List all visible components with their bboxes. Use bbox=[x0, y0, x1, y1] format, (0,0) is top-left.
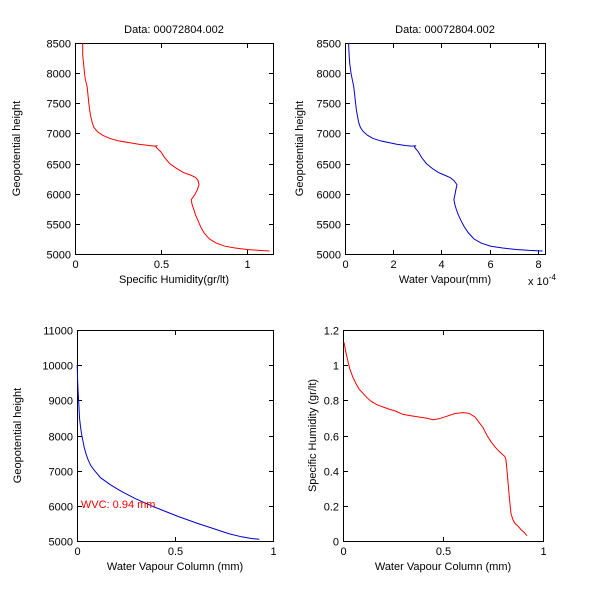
chart-title: Data: 00072804.002 bbox=[124, 24, 224, 36]
x-axis-label: Water Vapour(mm) bbox=[399, 274, 491, 286]
y-tick-label: 0.8 bbox=[324, 396, 339, 408]
subplot-specific-humidity-vs-height: 0 0.5 1 5000 5500 6000 6500 7000 7500 8000 8500 Dat… bbox=[11, 24, 274, 286]
y-tick-label: 5000 bbox=[317, 250, 341, 262]
y-tick-label: 7000 bbox=[317, 129, 341, 141]
y-tick-label: 8000 bbox=[49, 432, 73, 444]
x-tick-label: 0 bbox=[74, 546, 80, 558]
y-tick-label: 9000 bbox=[49, 396, 73, 408]
y-tick-label: 8000 bbox=[47, 69, 71, 81]
x-tick-label: 1 bbox=[244, 259, 250, 271]
subplot-water-vapour-vs-height: 0 2 4 6 8 5000 5500 6000 6500 7000 7500 8000 8500 Dat… bbox=[294, 24, 556, 288]
y-tick-label: 10000 bbox=[42, 361, 73, 373]
x-tick-label: 0 bbox=[340, 546, 346, 558]
y-tick-label: 7500 bbox=[317, 99, 341, 111]
x-tick-label: 1 bbox=[270, 546, 276, 558]
y-tick-label: 6000 bbox=[47, 190, 71, 202]
axes-box bbox=[75, 43, 274, 255]
x-axis-exponent: x 10-4 bbox=[528, 273, 556, 288]
y-tick-label: 1 bbox=[333, 361, 339, 373]
series-humidity-vs-wvc-curve bbox=[343, 342, 528, 537]
y-tick-label: 0.2 bbox=[324, 502, 339, 514]
annotation-wvc-value: WVC: 0.94 mm bbox=[81, 499, 156, 511]
y-tick-label: 6000 bbox=[317, 190, 341, 202]
x-axis-label: Water Vapour Column (mm) bbox=[375, 561, 511, 573]
series-specific-humidity-profile bbox=[82, 43, 270, 252]
y-tick-label: 7000 bbox=[47, 129, 71, 141]
y-axis-label: Geopotential height bbox=[294, 101, 306, 196]
x-tick-label: 0 bbox=[72, 259, 78, 271]
series-water-vapour-profile bbox=[348, 42, 543, 252]
y-tick-label: 11000 bbox=[43, 326, 73, 338]
subplot-wvc-vs-height: 0 0.5 1 5000 6000 7000 8000 9000 10000 11000 Water… bbox=[12, 326, 277, 574]
y-axis-label: Geopotential height bbox=[11, 101, 23, 196]
y-tick-label: 8500 bbox=[317, 39, 341, 51]
y-tick-label: 5000 bbox=[49, 537, 73, 549]
x-tick-label: 0.5 bbox=[154, 259, 169, 271]
x-tick-label: 6 bbox=[487, 259, 493, 271]
x-axis-label: Water Vapour Column (mm) bbox=[107, 561, 243, 573]
y-tick-label: 5000 bbox=[47, 250, 71, 262]
x-tick-label: 8 bbox=[535, 259, 541, 271]
axes-box bbox=[345, 43, 546, 255]
x-axis-label: Specific Humidity(gr/lt) bbox=[119, 274, 229, 286]
x-tick-label: 1 bbox=[540, 546, 546, 558]
subplot-humidity-vs-wvc: 0 0.5 1 0 0.2 0.4 0.6 0.8 1 1.2 Water Vapour Colum… bbox=[307, 326, 547, 574]
y-tick-label: 8000 bbox=[317, 69, 341, 81]
axes-box bbox=[77, 330, 274, 542]
y-tick-label: 7000 bbox=[49, 467, 73, 479]
y-tick-label: 5500 bbox=[317, 220, 341, 232]
y-tick-label: 7500 bbox=[47, 99, 71, 111]
x-tick-label: 0.5 bbox=[436, 546, 451, 558]
y-axis-label: Specific Humidity (gr/lt) bbox=[307, 379, 319, 492]
x-tick-label: 0.5 bbox=[168, 546, 183, 558]
y-tick-label: 6500 bbox=[317, 160, 341, 172]
y-tick-label: 1.2 bbox=[324, 326, 339, 338]
y-tick-label: 6500 bbox=[47, 160, 71, 172]
y-tick-label: 0.4 bbox=[324, 467, 339, 479]
y-axis-label: Geopotential height bbox=[12, 388, 24, 483]
x-tick-label: 2 bbox=[390, 259, 396, 271]
y-tick-label: 0.6 bbox=[324, 432, 339, 444]
chart-title: Data: 00072804.002 bbox=[395, 24, 495, 36]
x-tick-label: 4 bbox=[438, 259, 444, 271]
y-tick-label: 5500 bbox=[47, 220, 71, 232]
x-tick-label: 0 bbox=[342, 259, 348, 271]
y-tick-label: 0 bbox=[333, 537, 339, 549]
axes-box bbox=[343, 330, 544, 542]
series-wvc-profile bbox=[76, 365, 260, 540]
y-tick-label: 6000 bbox=[49, 502, 73, 514]
y-tick-label: 8500 bbox=[47, 39, 71, 51]
